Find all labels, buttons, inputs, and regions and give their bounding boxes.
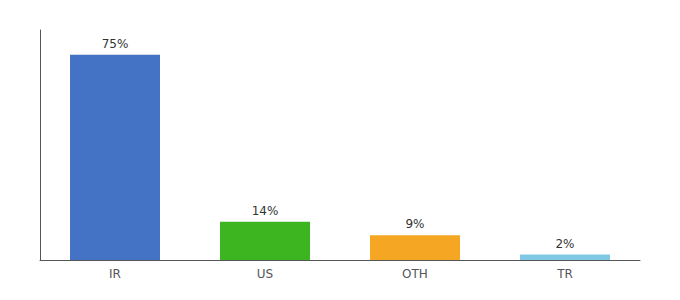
svg-text:OTH: OTH — [402, 267, 428, 281]
svg-text:IR: IR — [109, 267, 121, 281]
svg-text:US: US — [257, 267, 273, 281]
svg-text:TR: TR — [556, 267, 573, 281]
svg-text:9%: 9% — [405, 217, 424, 231]
svg-text:75%: 75% — [102, 37, 129, 51]
svg-text:2%: 2% — [555, 237, 574, 251]
svg-text:14%: 14% — [252, 204, 279, 218]
